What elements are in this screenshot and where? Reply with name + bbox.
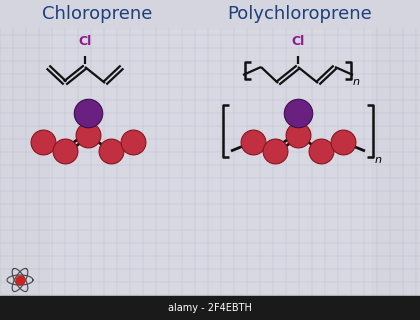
Point bbox=[85, 132, 92, 138]
Point bbox=[249, 140, 256, 145]
Point bbox=[295, 110, 302, 116]
Point bbox=[39, 140, 46, 145]
Point bbox=[340, 140, 346, 145]
Point bbox=[295, 132, 302, 138]
Text: Cl: Cl bbox=[79, 35, 92, 48]
Text: alamy - 2F4EBTH: alamy - 2F4EBTH bbox=[168, 303, 252, 313]
Bar bbox=[0, 296, 420, 320]
Point bbox=[108, 148, 114, 154]
Point bbox=[318, 148, 324, 154]
Text: Cl: Cl bbox=[291, 35, 304, 48]
Bar bbox=[50, 30, 370, 300]
Point bbox=[85, 110, 92, 116]
Point bbox=[62, 148, 68, 154]
Text: Chloroprene: Chloroprene bbox=[42, 5, 152, 23]
Text: n: n bbox=[375, 155, 382, 165]
Point bbox=[130, 140, 136, 145]
Text: n: n bbox=[353, 77, 360, 87]
Point bbox=[272, 148, 278, 154]
Text: Polychloroprene: Polychloroprene bbox=[228, 5, 373, 23]
Point bbox=[17, 277, 24, 283]
